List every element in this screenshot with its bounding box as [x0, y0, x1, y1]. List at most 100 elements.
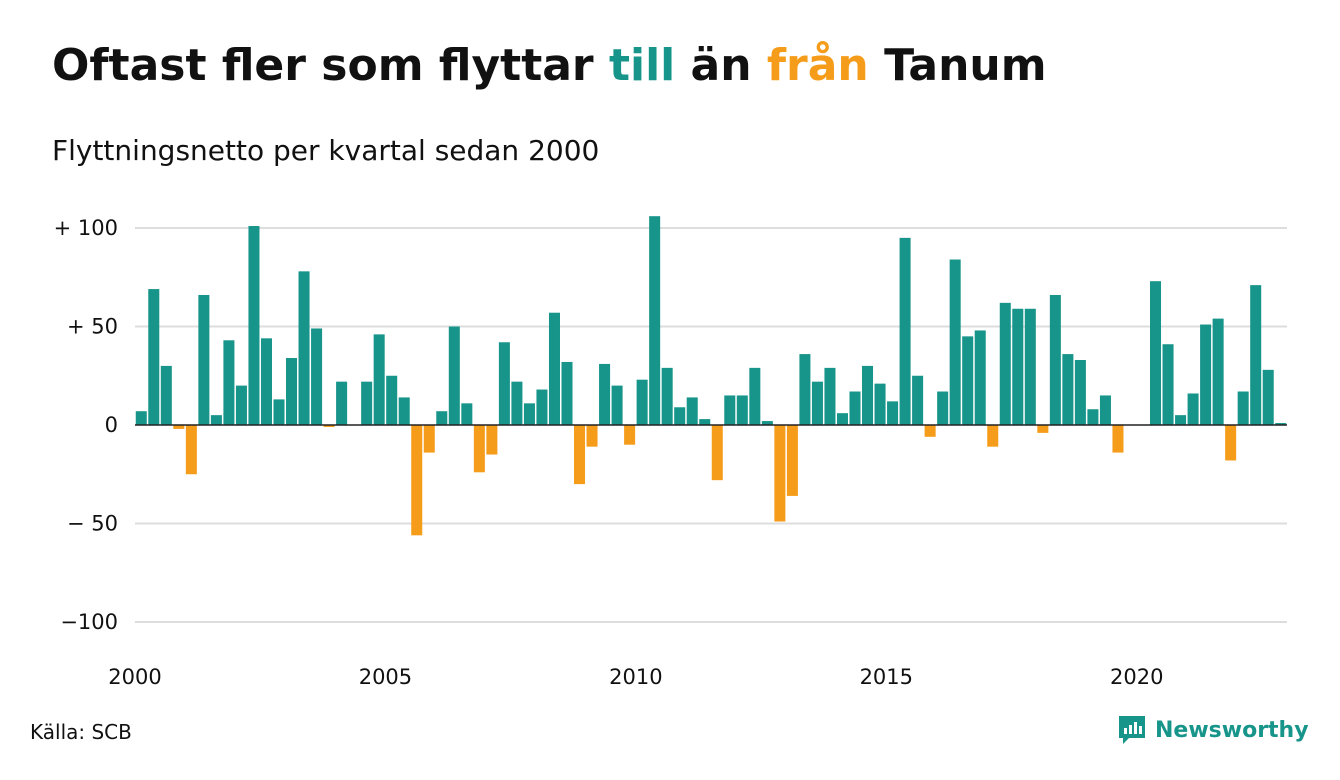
- bar: [586, 425, 598, 447]
- title-highlight-fran: från: [766, 40, 869, 91]
- bar: [248, 226, 260, 425]
- x-tick-label: 2010: [609, 665, 662, 689]
- title-part-3: än: [675, 40, 767, 91]
- bar: [373, 334, 385, 425]
- bar: [498, 342, 510, 425]
- bar: [624, 425, 636, 445]
- bar: [298, 271, 310, 425]
- bar: [761, 421, 773, 425]
- bar: [786, 425, 798, 496]
- bar: [574, 425, 586, 485]
- bar: [1275, 423, 1287, 425]
- bar: [1074, 359, 1086, 425]
- brand-logo: Newsworthy: [1117, 712, 1309, 748]
- bar: [887, 401, 899, 425]
- y-tick-label: 0: [105, 413, 118, 437]
- bar: [461, 403, 473, 425]
- bar: [836, 413, 848, 425]
- bar: [1237, 391, 1249, 425]
- bar: [711, 425, 723, 481]
- gridlines: [135, 227, 1287, 623]
- bar: [1049, 294, 1061, 425]
- bar: [173, 425, 185, 429]
- bar: [686, 397, 698, 425]
- bar: [286, 358, 298, 425]
- bar: [1112, 425, 1124, 453]
- bar: [398, 397, 410, 425]
- y-axis-tick-labels: + 100 + 50 0 − 50 −100: [54, 216, 118, 634]
- bar: [749, 367, 761, 425]
- bar: [1087, 409, 1099, 425]
- x-tick-label: 2005: [359, 665, 412, 689]
- bar: [962, 336, 974, 425]
- bar: [473, 425, 485, 473]
- bar: [523, 403, 535, 425]
- bar: [811, 381, 823, 425]
- bar: [987, 425, 999, 447]
- bar: [874, 383, 886, 425]
- bar: [799, 354, 811, 425]
- bar: [1225, 425, 1237, 461]
- brand-name: Newsworthy: [1155, 717, 1309, 743]
- bar: [536, 389, 548, 425]
- bar: [223, 340, 235, 425]
- bar: [636, 379, 648, 425]
- bar: [1099, 395, 1111, 425]
- bar: [260, 338, 272, 425]
- bar: [649, 216, 661, 425]
- bar: [1175, 415, 1187, 425]
- bars: [135, 216, 1287, 536]
- bar: [1024, 308, 1036, 425]
- bar: [561, 361, 573, 425]
- bar: [849, 391, 861, 425]
- bar: [323, 425, 335, 427]
- title-part-1: Oftast fler som flyttar: [52, 40, 609, 91]
- x-tick-label: 2015: [860, 665, 913, 689]
- bar: [1062, 354, 1074, 425]
- y-tick-label: + 100: [54, 216, 118, 240]
- bar: [974, 330, 986, 425]
- bar: [899, 237, 911, 425]
- bar: [1250, 285, 1262, 425]
- bar: [210, 415, 222, 425]
- bar: [774, 425, 786, 522]
- bar: [361, 381, 373, 425]
- bar: [273, 399, 285, 425]
- bar: [448, 326, 460, 425]
- source-note: Källa: SCB: [30, 720, 132, 744]
- chart-subtitle: Flyttningsnetto per kvartal sedan 2000: [52, 134, 600, 167]
- bar: [411, 425, 423, 536]
- bar: [1212, 318, 1224, 425]
- bar: [661, 367, 673, 425]
- bar: [160, 365, 172, 425]
- bar: [611, 385, 623, 425]
- bar: [1187, 393, 1199, 425]
- bar: [185, 425, 197, 475]
- bar: [724, 395, 736, 425]
- bar: [423, 425, 435, 453]
- bar: [736, 395, 748, 425]
- bar: [862, 365, 874, 425]
- y-tick-label: + 50: [67, 315, 118, 339]
- bar: [924, 425, 936, 437]
- title-highlight-till: till: [608, 40, 676, 91]
- bar: [148, 289, 160, 425]
- x-tick-label: 2020: [1110, 665, 1163, 689]
- y-tick-label: − 50: [67, 512, 118, 536]
- bar: [511, 381, 523, 425]
- chart-title: Oftast fler som flyttar till än från Tan…: [52, 40, 1047, 91]
- newsworthy-logo-icon: [1119, 716, 1145, 744]
- bar: [949, 259, 961, 425]
- x-tick-label: 2000: [108, 665, 161, 689]
- bar: [386, 375, 398, 425]
- bar-chart: + 100 + 50 0 − 50 −100 2000 2005 2010 2015 2020: [54, 216, 1287, 689]
- bar: [599, 363, 611, 425]
- title-part-5: Tanum: [868, 40, 1047, 91]
- bar: [824, 367, 836, 425]
- bar: [1262, 369, 1274, 425]
- bar: [135, 411, 147, 425]
- bar: [1162, 344, 1174, 425]
- bar: [1012, 308, 1024, 425]
- bar: [937, 391, 949, 425]
- bar: [1200, 324, 1212, 425]
